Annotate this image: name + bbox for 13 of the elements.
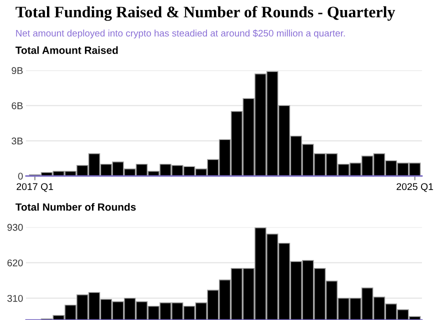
y-tick-label: 930 bbox=[7, 224, 23, 231]
y-tick-label: 310 bbox=[7, 294, 23, 302]
y-tick-label: 0 bbox=[18, 172, 23, 180]
chart-subtitle: Net amount deployed into crypto has steadied at around $250 million a quarter. bbox=[16, 29, 345, 38]
x-tick-label: 2025 Q1 bbox=[396, 183, 434, 192]
chart-title: Total Funding Raised & Number of Rounds - Quarterly bbox=[16, 6, 396, 21]
y-tick-label: 3B bbox=[12, 138, 23, 144]
y-axis-title: Total Amount Raised bbox=[16, 46, 118, 54]
x-tick-label: 2017 Q1 bbox=[16, 183, 54, 192]
y-tick-label: 9B bbox=[12, 67, 23, 74]
y-tick-label: 620 bbox=[7, 259, 23, 266]
y-tick-label: 6B bbox=[12, 102, 23, 110]
y-axis-title: Total Number of Rounds bbox=[16, 203, 136, 211]
